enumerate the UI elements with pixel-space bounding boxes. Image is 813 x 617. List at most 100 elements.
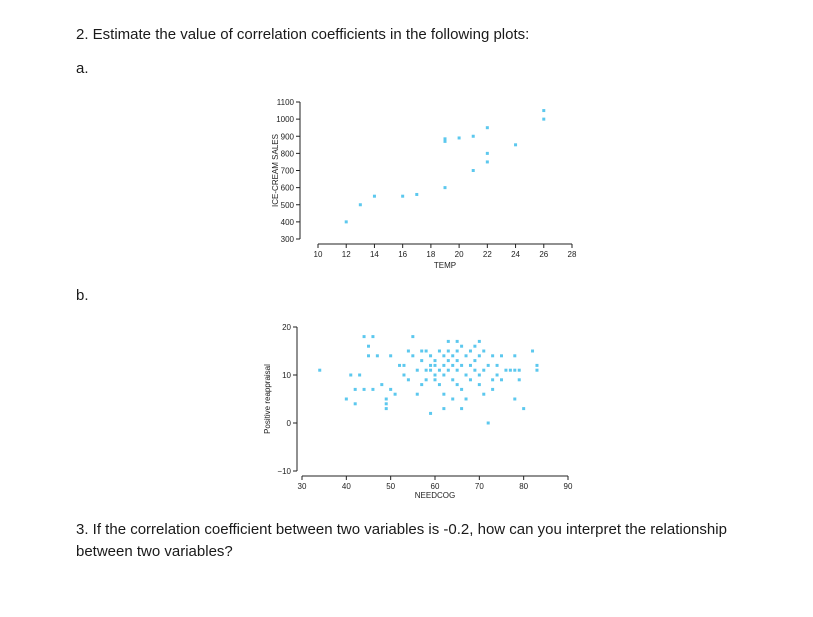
x-axis-title: TEMP	[434, 261, 456, 270]
data-point	[451, 354, 455, 358]
data-point	[535, 368, 539, 372]
data-point	[318, 368, 322, 372]
data-point	[451, 397, 455, 401]
data-point	[495, 373, 499, 377]
x-tick-label: 26	[539, 250, 548, 259]
data-point	[420, 359, 424, 363]
data-point	[437, 349, 441, 353]
data-point	[477, 339, 481, 343]
data-point	[443, 186, 447, 190]
data-point	[429, 411, 433, 415]
data-point	[401, 194, 405, 198]
x-tick-label: 24	[511, 250, 520, 259]
data-point	[353, 402, 357, 406]
question-2-text: 2. Estimate the value of correlation coe…	[76, 26, 530, 43]
y-tick-label: 0	[287, 419, 292, 428]
data-point	[415, 192, 419, 196]
y-tick-label: 800	[281, 149, 295, 158]
data-point	[517, 378, 521, 382]
x-tick-label: 10	[314, 250, 323, 259]
data-point	[433, 373, 437, 377]
data-point	[384, 402, 388, 406]
y-tick-label: 400	[281, 218, 295, 227]
data-point	[531, 349, 535, 353]
data-point	[513, 397, 517, 401]
data-point	[371, 387, 375, 391]
data-point	[384, 397, 388, 401]
data-point	[446, 339, 450, 343]
data-point	[542, 109, 546, 113]
data-point	[485, 151, 489, 155]
data-point	[424, 368, 428, 372]
part-b-label: b.	[76, 287, 89, 304]
data-point	[486, 363, 490, 367]
data-point	[384, 407, 388, 411]
data-point	[473, 359, 477, 363]
x-tick-label: 90	[564, 482, 573, 491]
data-point	[460, 407, 464, 411]
data-point	[402, 373, 406, 377]
data-point	[513, 368, 517, 372]
data-point	[442, 363, 446, 367]
y-tick-label: 20	[282, 323, 291, 332]
data-point	[344, 220, 348, 224]
data-point	[353, 387, 357, 391]
data-point	[442, 373, 446, 377]
data-point	[443, 137, 447, 141]
data-point	[371, 335, 375, 339]
y-axis-title: ICE-CREAM SALES	[271, 134, 280, 207]
x-axis-title: NEEDCOG	[415, 491, 455, 500]
data-point	[513, 354, 517, 358]
scatter-plot-b: −10 0 10 20 30 40 50 60 70 80 90 NEEDCOG Positive re…	[263, 323, 573, 500]
y-axis-title: Positive reappraisal	[263, 364, 272, 434]
data-point	[482, 368, 486, 372]
data-point	[398, 363, 402, 367]
data-point	[429, 363, 433, 367]
data-point	[380, 383, 384, 387]
data-point	[464, 373, 468, 377]
data-point	[455, 339, 459, 343]
data-point	[437, 368, 441, 372]
data-point	[375, 354, 379, 358]
data-point	[393, 392, 397, 396]
data-point	[442, 407, 446, 411]
data-point	[367, 344, 370, 348]
data-point	[500, 354, 503, 358]
y-tick-label: 1100	[277, 98, 295, 107]
data-point	[460, 363, 464, 367]
y-tick-label: 10	[282, 371, 291, 380]
data-point	[455, 383, 459, 387]
data-point	[358, 203, 362, 207]
data-point	[468, 349, 472, 353]
data-point	[406, 378, 410, 382]
data-point	[358, 373, 362, 377]
data-point	[362, 335, 366, 339]
data-point	[477, 383, 481, 387]
data-point	[471, 134, 475, 138]
x-tick-label: 16	[398, 250, 407, 259]
data-point	[460, 344, 464, 348]
y-tick-label: 500	[281, 201, 295, 210]
data-point	[508, 368, 512, 372]
data-point	[349, 373, 353, 377]
data-point	[446, 359, 450, 363]
x-tick-label: 50	[386, 482, 395, 491]
part-a-label: a.	[76, 60, 89, 77]
data-point	[362, 387, 366, 391]
data-point	[500, 378, 503, 382]
data-point	[491, 378, 495, 382]
data-point	[522, 407, 526, 411]
data-point	[406, 349, 410, 353]
data-point	[451, 363, 455, 367]
data-point	[433, 359, 437, 363]
data-point	[473, 344, 477, 348]
data-point	[437, 383, 441, 387]
data-point	[389, 387, 393, 391]
data-point	[442, 392, 446, 396]
data-point	[471, 169, 475, 172]
data-point	[457, 136, 461, 140]
data-point	[473, 368, 477, 372]
data-point	[411, 335, 415, 339]
data-point	[464, 397, 468, 401]
data-point	[443, 139, 447, 143]
